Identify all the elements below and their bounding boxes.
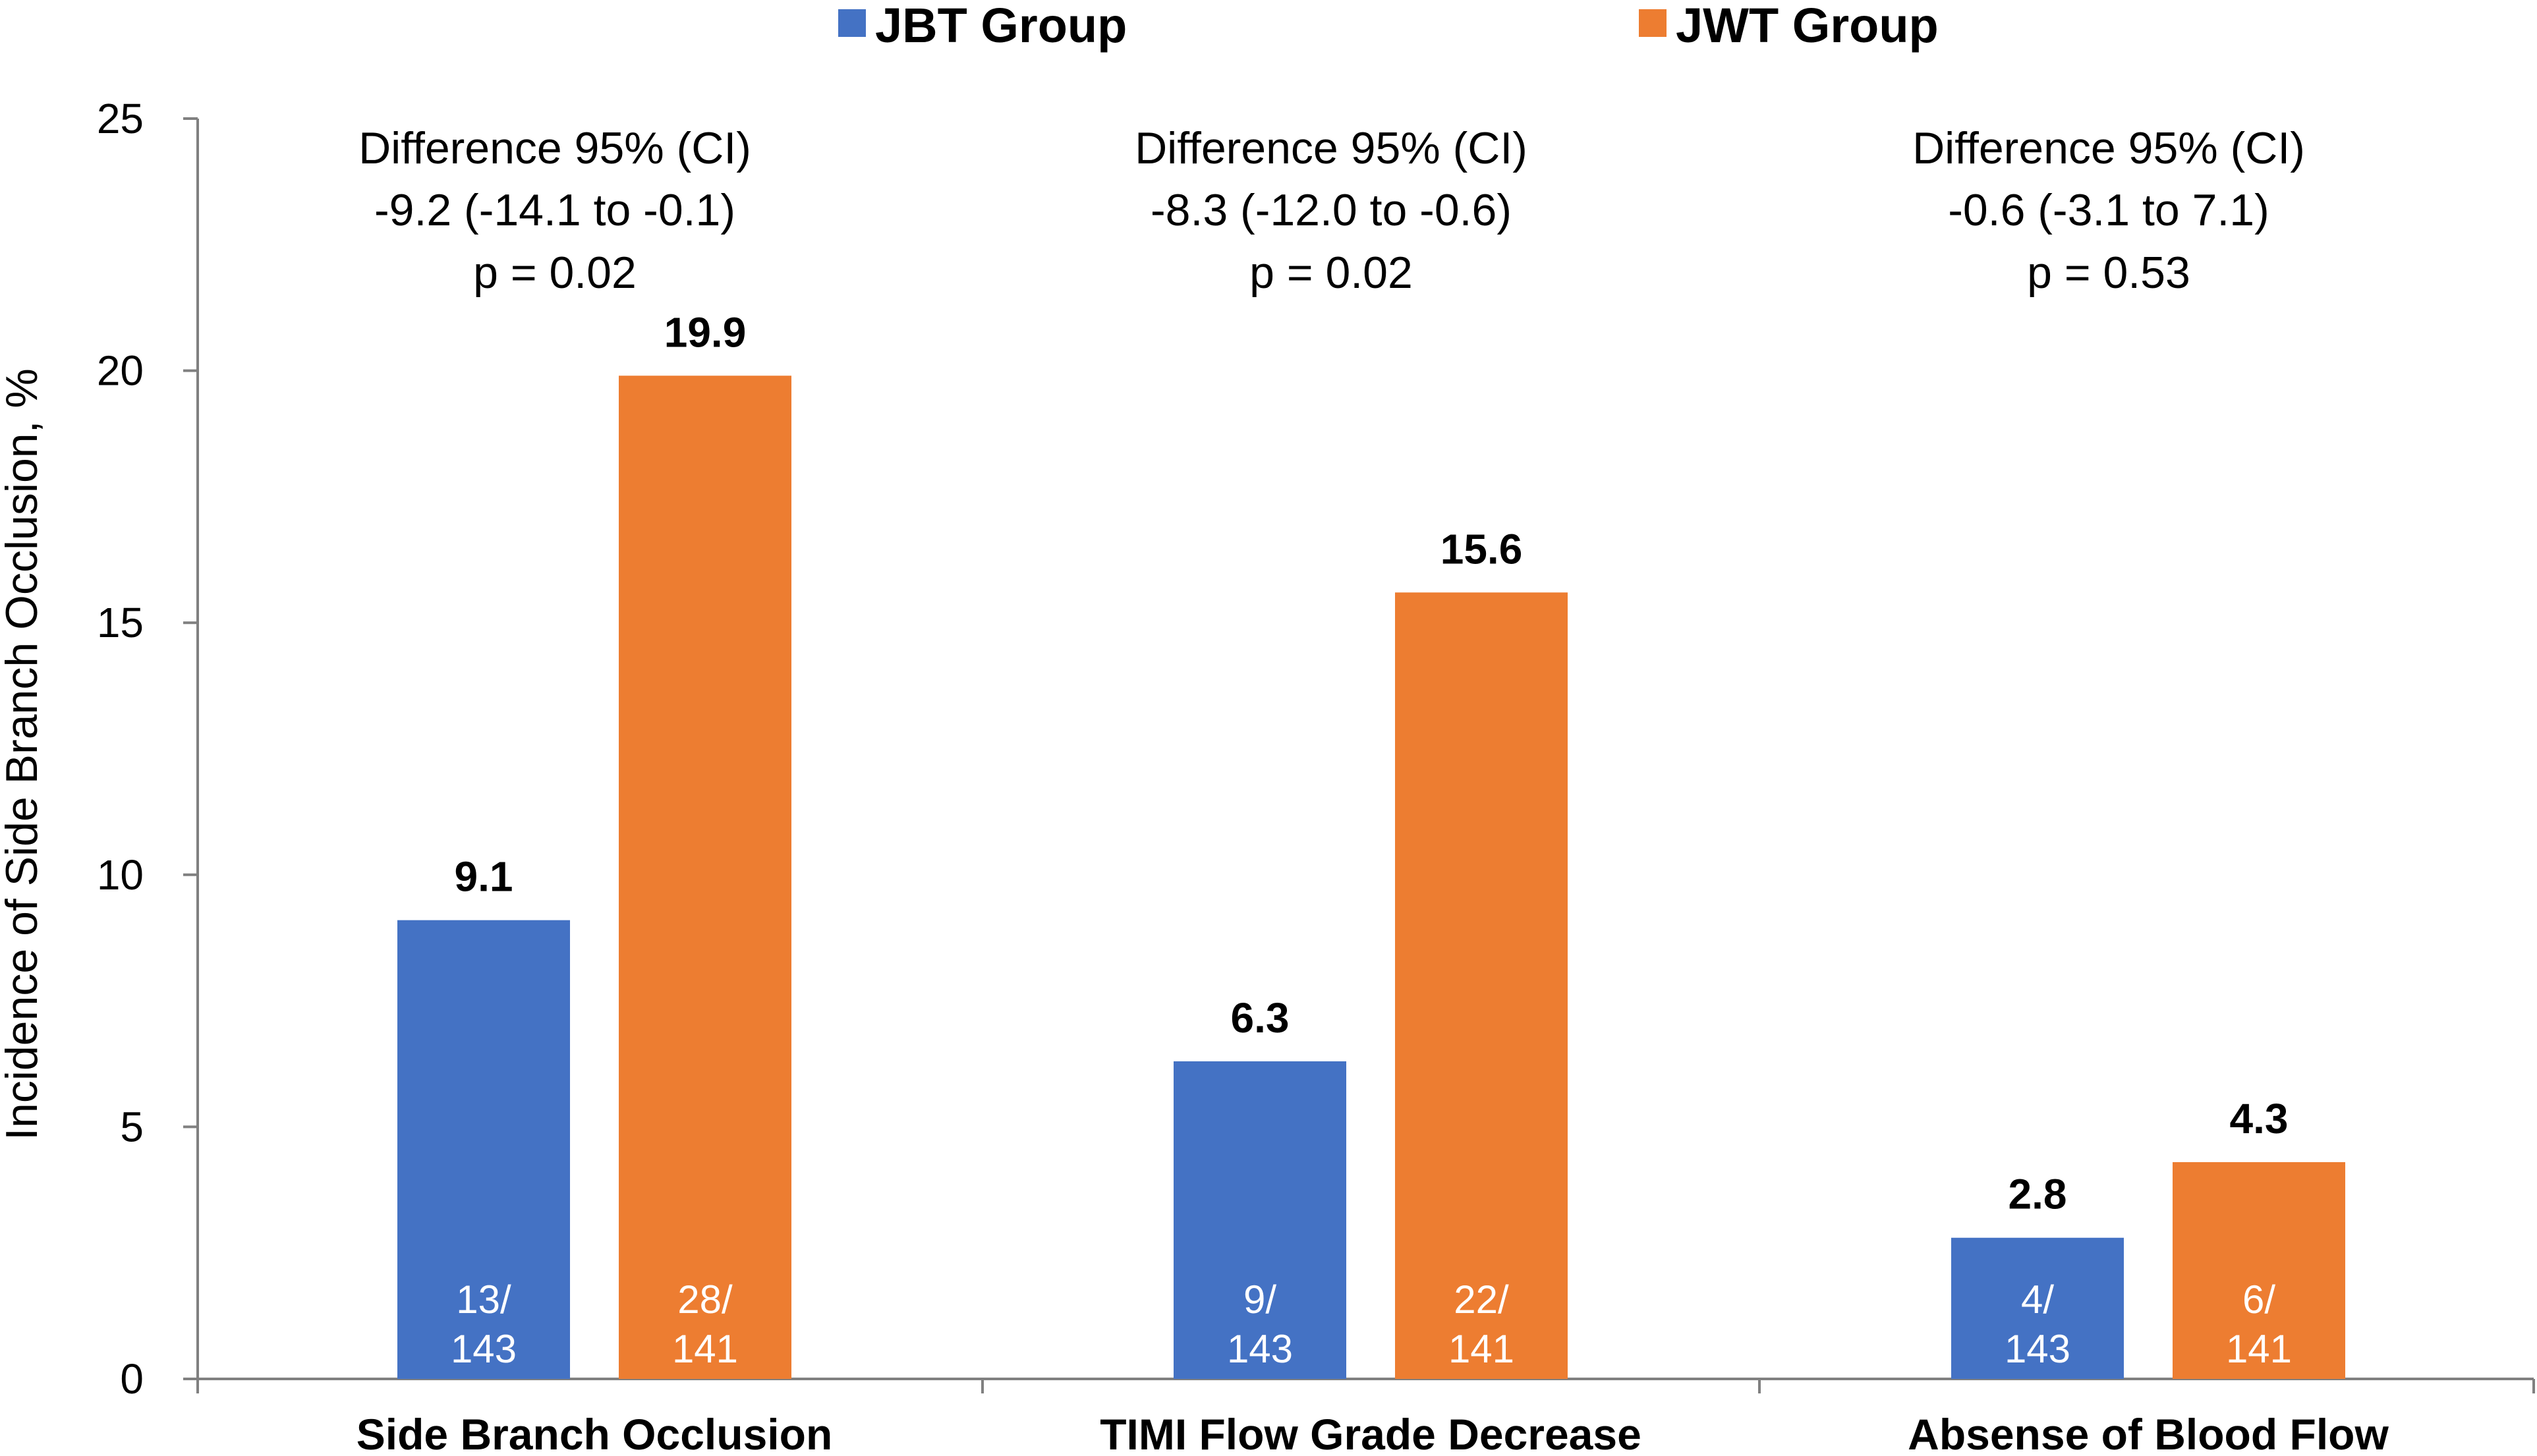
annotation-line: -9.2 (-14.1 to -0.1) [374, 185, 735, 235]
bar-labels: 9.1 13/143 6.3 9/143 2.8 4/143 19.9 28/141 15.6 2… [451, 308, 2292, 1371]
bar-count-denominator: 143 [1227, 1327, 1293, 1371]
bar-value-label: 9.1 [455, 853, 513, 901]
bar-count-denominator: 141 [2226, 1327, 2292, 1371]
y-tick-label: 10 [97, 851, 144, 899]
bar-count-denominator: 143 [2005, 1327, 2070, 1371]
y-tick-label: 5 [120, 1103, 144, 1150]
bar-value-label: 2.8 [2009, 1171, 2067, 1218]
bar-count-numerator: 9/ [1243, 1277, 1276, 1322]
annotation-line: p = 0.02 [1249, 248, 1413, 298]
y-tick-label: 25 [97, 95, 144, 142]
bar-jbt [1174, 1061, 1346, 1379]
bar-count-denominator: 143 [451, 1327, 517, 1371]
y-tick-label: 15 [97, 599, 144, 646]
bar-jwt [2173, 1162, 2345, 1379]
legend: JBT Group JWT Group [838, 0, 1939, 53]
annotation-line: Difference 95% (CI) [1912, 123, 2305, 173]
bar-jwt [619, 376, 791, 1380]
annotation-line: Difference 95% (CI) [1135, 123, 1527, 173]
x-category-label: TIMI Flow Grade Decrease [1100, 1410, 1641, 1456]
axes: 0 5 10 15 20 25 Side Branch Occlusion TIMI Flow… [0, 95, 2535, 1456]
annotation-line: p = 0.02 [473, 248, 637, 298]
bar-count-numerator: 6/ [2242, 1277, 2275, 1322]
bar-count-numerator: 4/ [2021, 1277, 2054, 1322]
bar-count-denominator: 141 [1448, 1327, 1514, 1371]
annotation-line: -0.6 (-3.1 to 7.1) [1948, 185, 2269, 235]
annotation-line: Difference 95% (CI) [358, 123, 751, 173]
bar-jbt [1951, 1237, 2124, 1379]
bar-value-label: 15.6 [1440, 525, 1523, 573]
bar-jwt [1395, 592, 1568, 1379]
annotation-line: -8.3 (-12.0 to -0.6) [1151, 185, 1512, 235]
bar-jbt [397, 920, 570, 1379]
bar-value-label: 6.3 [1231, 994, 1290, 1042]
legend-swatch-jbt [838, 9, 866, 37]
difference-annotations: Difference 95% (CI) -9.2 (-14.1 to -0.1) p… [358, 123, 2305, 298]
y-tick-label: 0 [120, 1355, 144, 1403]
bar-value-label: 4.3 [2230, 1095, 2289, 1142]
legend-swatch-jwt [1639, 9, 1667, 37]
bars [397, 376, 2345, 1380]
legend-label-jbt: JBT Group [875, 0, 1127, 53]
x-category-label: Side Branch Occlusion [356, 1410, 833, 1456]
annotation-line: p = 0.53 [2027, 248, 2190, 298]
bar-count-numerator: 13/ [456, 1277, 511, 1322]
x-category-label: Absense of Blood Flow [1908, 1410, 2389, 1456]
bar-value-label: 19.9 [664, 308, 747, 356]
bar-count-numerator: 22/ [1454, 1277, 1509, 1322]
y-tick-label: 20 [97, 347, 144, 395]
bar-count-denominator: 141 [672, 1327, 738, 1371]
legend-label-jwt: JWT Group [1676, 0, 1939, 53]
bar-count-numerator: 28/ [677, 1277, 733, 1322]
y-axis-title: Incidence of Side Branch Occlusion, % [0, 368, 47, 1140]
